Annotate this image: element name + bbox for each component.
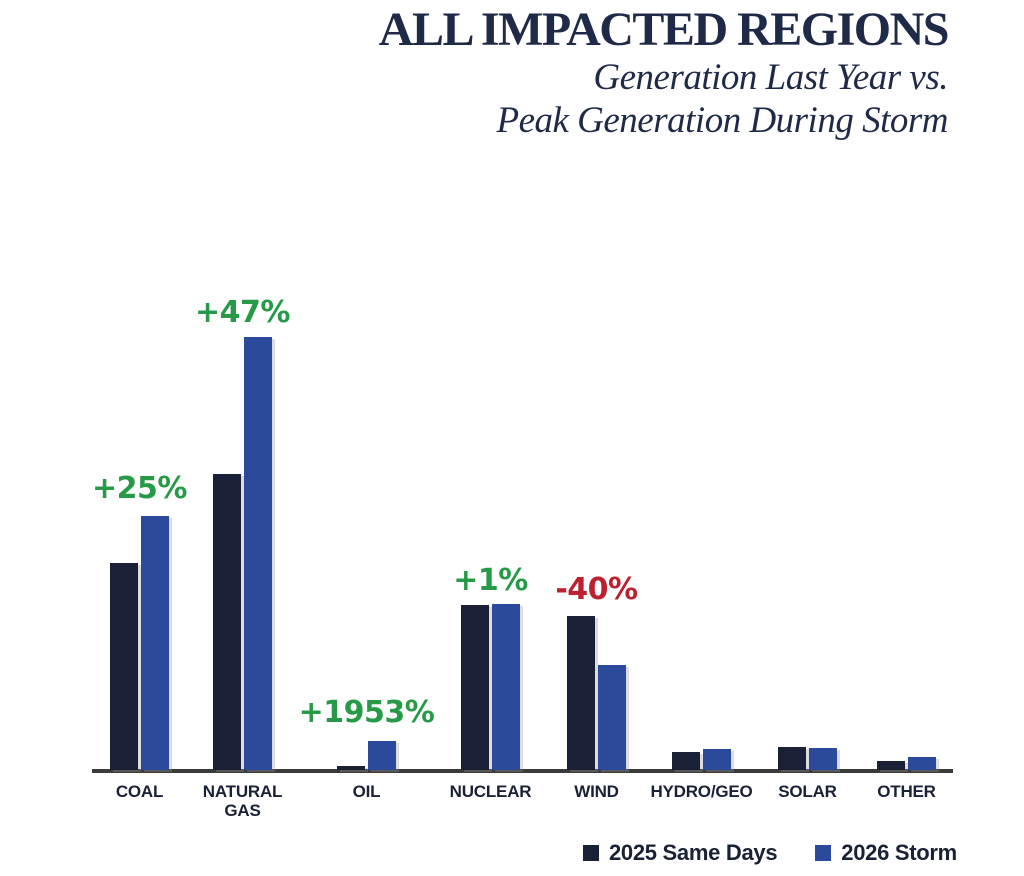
bar-group-nuclear [461,604,520,770]
bar-2026-storm [703,749,731,770]
bar-group-wind [567,616,626,770]
bar-2026-storm [492,604,520,770]
bar-2025-same-days [337,766,365,770]
bar-2026-storm [368,741,396,770]
category-label: OTHER [877,782,936,801]
legend-label-2026: 2026 Storm [841,840,957,865]
change-label-nuclear: +1% [453,563,528,598]
category-label: COAL [115,782,164,801]
bar-2026-storm [244,337,272,770]
change-label-oil: +1953% [298,695,435,730]
chart-header: ALL IMPACTED REGIONS Generation Last Yea… [378,3,950,142]
change-label-natural-gas: +47% [195,295,290,330]
bar-2025-same-days [567,616,595,770]
bar-2025-same-days [461,605,489,770]
bar-group-hydro-geo [672,749,731,770]
change-label-coal: +25% [92,471,187,506]
change-label-wind: -40% [555,572,638,607]
bar-2026-storm [908,757,936,770]
bar-2025-same-days [778,747,806,770]
category-label: OIL [352,782,381,801]
bar-2025-same-days [877,761,905,770]
bar-2026-storm [141,516,169,770]
bar-2025-same-days [213,474,241,770]
bar-group-natural-gas [213,337,272,770]
legend-item-2026: 2026 Storm [815,840,957,866]
x-axis-line [92,769,953,773]
chart-subtitle-line2: Peak Generation During Storm [496,100,948,142]
legend-swatch-2026 [815,845,832,861]
bar-group-oil [337,741,396,770]
chart-subtitle-line1: Generation Last Year vs. [593,56,948,98]
bar-group-solar [778,747,837,770]
category-label: SOLAR [778,782,837,801]
chart-title: ALL IMPACTED REGIONS [378,3,950,56]
category-label: HYDRO/GEO [650,782,753,801]
category-label: NATURAL GAS [202,782,283,821]
bar-2025-same-days [672,752,700,770]
bar-2026-storm [598,665,626,770]
bar-group-coal [110,516,169,770]
bar-group-other [877,757,936,770]
legend-swatch-2025 [583,845,599,861]
category-label: WIND [574,782,619,801]
legend-label-2025: 2025 Same Days [609,840,778,865]
category-label: NUCLEAR [449,782,532,801]
chart-legend: 2025 Same Days 2026 Storm [583,840,957,866]
bar-2025-same-days [110,563,138,770]
bar-2026-storm [809,748,837,770]
legend-item-2025: 2025 Same Days [583,840,778,866]
